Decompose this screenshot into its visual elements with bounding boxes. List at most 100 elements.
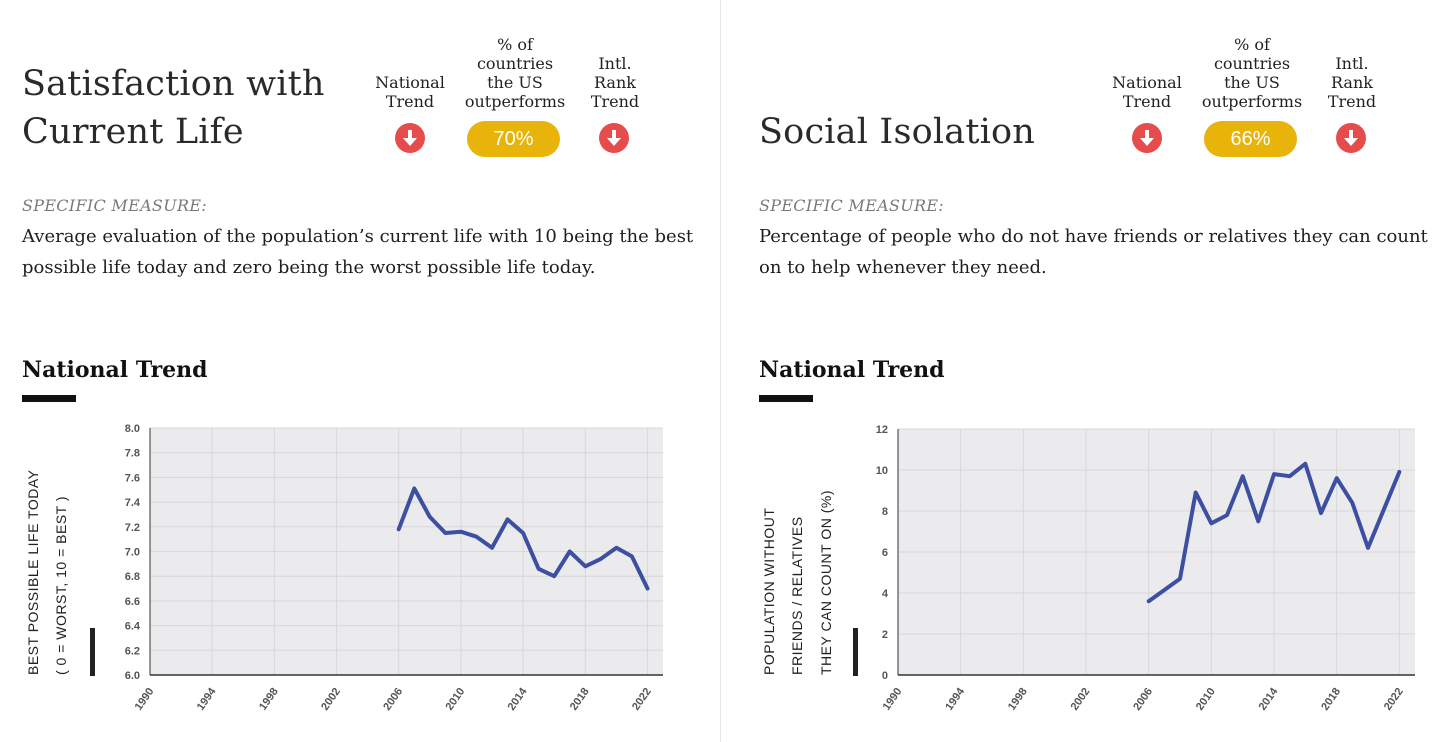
title-line: Satisfaction with [22, 64, 325, 104]
y-tick-label: 8.0 [125, 423, 140, 435]
data-point [630, 554, 634, 558]
header-line: outperforms [464, 92, 566, 111]
header-line: Rank [1331, 73, 1373, 92]
line-chart: 6.0 6.2 6.4 6.6 6.8 7.0 7.2 7.4 7.6 7.8 8.0 1990 199… [0, 410, 720, 742]
chart-svg: 6.0 6.2 6.4 6.6 6.8 7.0 7.2 7.4 7.6 7.8 8.0 1990 199… [25, 423, 663, 713]
y-tick-label: 7.4 [125, 497, 141, 509]
x-tick-label: 2006 [1131, 686, 1155, 713]
x-tick-label: 2022 [1382, 686, 1406, 713]
y-label-marker [853, 628, 858, 676]
data-point [1335, 476, 1339, 480]
x-tick-label: 2022 [630, 686, 654, 713]
y-tick-label: 6 [882, 547, 888, 559]
header-line: National [375, 73, 445, 92]
data-point [1397, 470, 1401, 474]
satisfaction-panel: Satisfaction with Current Life National … [0, 0, 720, 742]
x-tick-label: 2018 [568, 686, 592, 713]
data-point [1225, 513, 1229, 517]
y-axis-label: POPULATION WITHOUT [761, 508, 777, 675]
social-isolation-panel: Social Isolation National Trend % of cou… [737, 0, 1450, 742]
y-tick-label: 7.6 [125, 472, 140, 484]
x-tick-label: 1990 [881, 686, 905, 713]
arrow-down-icon [395, 123, 425, 153]
panel-divider [720, 0, 721, 742]
data-point [537, 567, 541, 571]
data-point [443, 531, 447, 535]
header-line: countries [476, 54, 554, 73]
data-point [412, 487, 416, 491]
x-tick-label: 2006 [381, 686, 405, 713]
data-point [1194, 491, 1198, 495]
section-underline [22, 395, 76, 402]
data-point [1241, 474, 1245, 478]
data-point [645, 587, 649, 591]
specific-measure-text: Percentage of people who do not have fri… [759, 226, 1428, 278]
national-trend-header: National Trend [368, 73, 452, 111]
data-point [506, 517, 510, 521]
y-tick-label: 7.8 [125, 448, 140, 460]
y-tick-label: 7.0 [125, 547, 140, 559]
title-line: Social Isolation [759, 112, 1036, 152]
y-label-marker [90, 628, 95, 676]
y-tick-label: 7.2 [125, 522, 140, 534]
panel-title: Satisfaction with Current Life [22, 60, 325, 156]
y-tick-label: 10 [876, 465, 888, 477]
section-title: National Trend [759, 357, 945, 383]
y-tick-label: 6.0 [125, 670, 140, 682]
data-point [1288, 474, 1292, 478]
data-point [1256, 519, 1260, 523]
x-tick-label: 2010 [1194, 686, 1218, 713]
data-point [568, 550, 572, 553]
arrow-down-icon [1336, 123, 1366, 153]
pct-outperforms-header: % of countries the US outperforms [460, 35, 570, 111]
header-line: the US [487, 73, 543, 92]
x-tick-label: 1998 [1006, 686, 1030, 713]
header-line: Intl. [1335, 54, 1369, 73]
header-line: Trend [590, 92, 640, 111]
intl-rank-header: Intl. Rank Trend [580, 54, 650, 111]
y-tick-label: 4 [882, 588, 889, 600]
data-point [552, 574, 556, 578]
y-tick-label: 8 [882, 506, 888, 518]
y-tick-label: 6.4 [125, 621, 141, 633]
data-point [474, 535, 478, 539]
section-underline [759, 395, 813, 402]
data-point [583, 564, 587, 568]
section-title: National Trend [22, 357, 208, 383]
header-line: Trend [1122, 92, 1172, 111]
header-line: % of [1234, 35, 1270, 54]
line-chart: 0 2 4 6 8 10 12 1990 1994 1998 2002 2006 2010 2014 201… [737, 410, 1450, 742]
x-tick-label: 1994 [943, 685, 967, 713]
header-line: Rank [594, 73, 636, 92]
pct-outperforms-header: % of countries the US outperforms [1197, 35, 1307, 111]
y-tick-label: 12 [876, 424, 888, 436]
y-axis-label: BEST POSSIBLE LIFE TODAY [25, 469, 41, 675]
header-line: outperforms [1201, 92, 1303, 111]
data-point [1272, 472, 1276, 476]
data-point [459, 530, 463, 534]
x-tick-label: 2014 [506, 685, 530, 713]
header-line: the US [1224, 73, 1280, 92]
arrow-down-icon [599, 123, 629, 153]
pct-outperforms-badge: 70% [467, 121, 560, 157]
x-tick-label: 2014 [1257, 685, 1281, 713]
data-point [1366, 546, 1370, 550]
arrow-down-icon [1132, 123, 1162, 153]
x-tick-label: 1990 [133, 686, 157, 713]
y-tick-label: 6.8 [125, 571, 140, 583]
data-point [521, 531, 525, 535]
header-line: National [1112, 73, 1182, 92]
national-trend-header: National Trend [1105, 73, 1189, 111]
specific-measure-label: SPECIFIC MEASURE: [759, 196, 944, 215]
specific-measure-label: SPECIFIC MEASURE: [22, 196, 207, 215]
y-tick-label: 6.6 [125, 596, 140, 608]
x-tick-label: 1994 [195, 685, 219, 713]
x-tick-label: 1998 [257, 686, 281, 713]
header-line: Trend [1327, 92, 1377, 111]
y-axis-label: ( 0 = WORST, 10 = BEST ) [53, 496, 69, 675]
y-tick-label: 0 [882, 670, 888, 682]
header-line: Trend [385, 92, 435, 111]
y-axis-label: FRIENDS / RELATIVES [789, 516, 805, 675]
x-tick-label: 2002 [319, 686, 343, 713]
data-point [1178, 577, 1182, 581]
